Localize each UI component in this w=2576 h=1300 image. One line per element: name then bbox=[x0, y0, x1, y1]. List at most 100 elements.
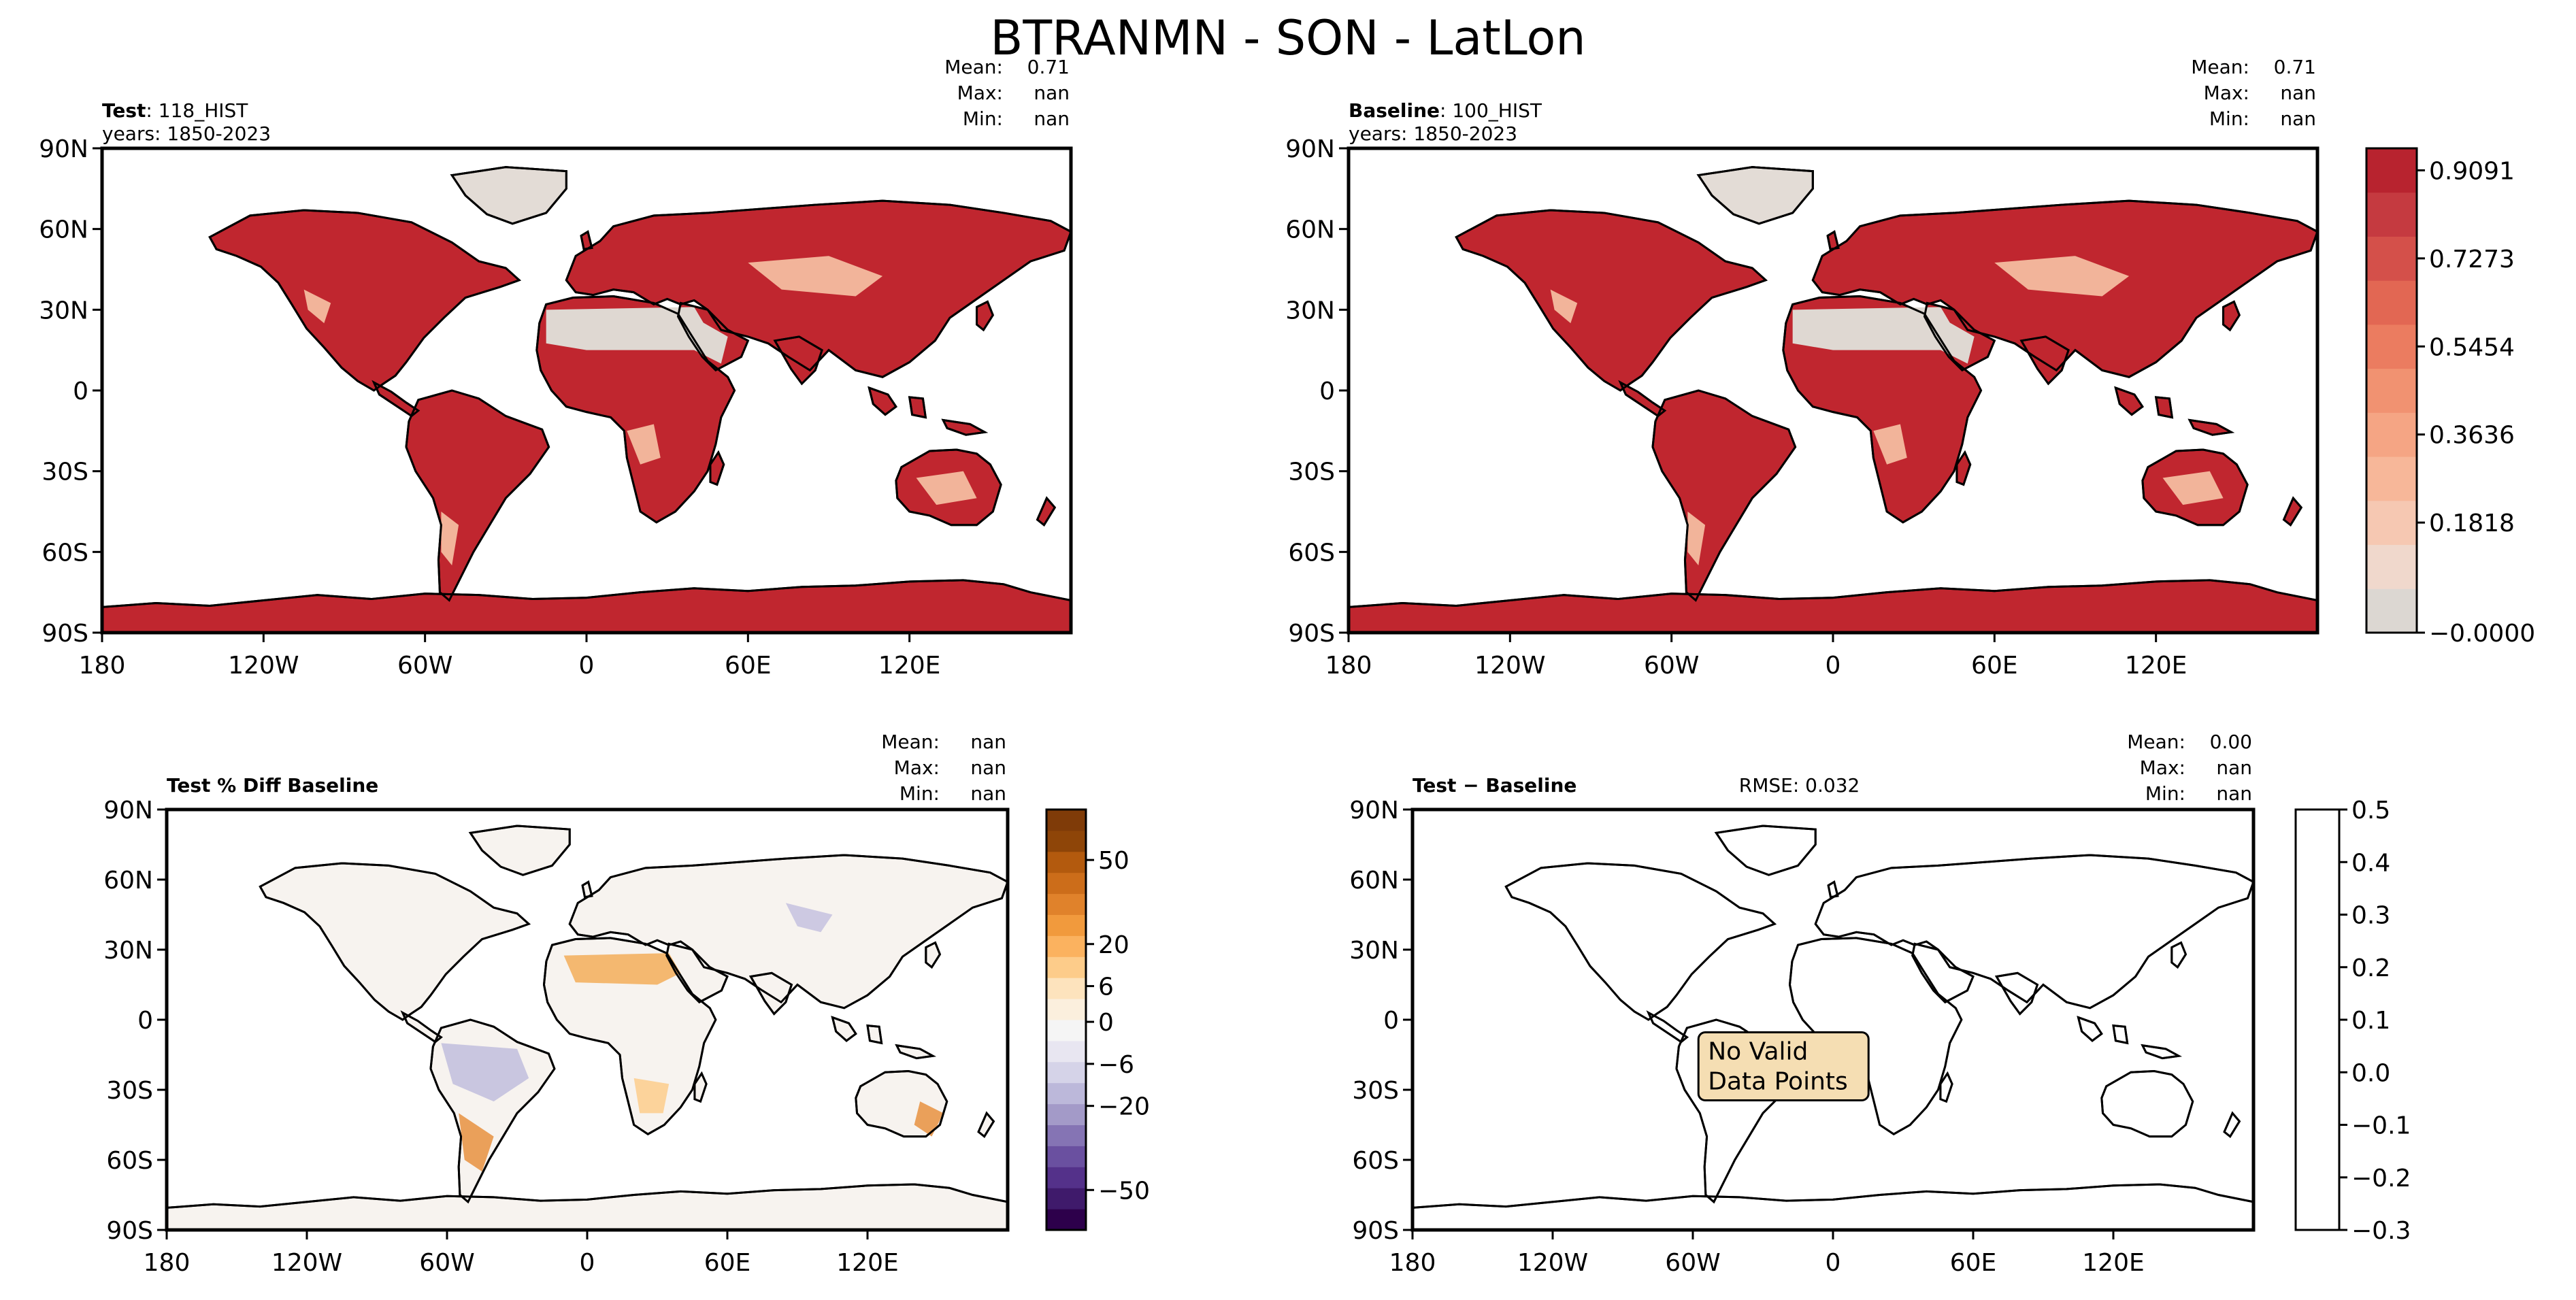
x-tick-label: 60W bbox=[1644, 652, 1699, 680]
stat-label: Mean: bbox=[944, 56, 1003, 78]
y-tick-label: 90S bbox=[1352, 1217, 1399, 1245]
colorbar-tick-label: 0.1818 bbox=[2429, 510, 2515, 537]
x-tick-label: 120W bbox=[1474, 652, 1545, 680]
dry-region bbox=[1550, 289, 1578, 324]
colorbar-segment bbox=[1046, 1040, 1086, 1063]
panel-title: Test: 118_HIST bbox=[102, 99, 248, 122]
x-tick-label: 60E bbox=[704, 1249, 751, 1277]
panel-test: 180 120W 60W 0 60E 120E 90N 60N 30N 0 30S 60S 90S Tes… bbox=[39, 56, 1073, 680]
colorbar-segment bbox=[1046, 999, 1086, 1020]
x-tick-label: 0 bbox=[580, 1249, 595, 1277]
y-tick-label: 60S bbox=[1288, 539, 1335, 567]
dry-region bbox=[916, 471, 977, 505]
colorbar-segment bbox=[1046, 1020, 1086, 1041]
y-tick-label: 60S bbox=[1352, 1147, 1399, 1175]
x-tick-label: 120E bbox=[2125, 652, 2187, 680]
x-tick-label: 180 bbox=[1389, 1249, 1436, 1277]
colorbar-main: 0.9091 0.7273 0.5454 0.3636 0.1818 −0.0000 bbox=[2365, 147, 2535, 648]
colorbar-segment bbox=[2366, 324, 2417, 369]
no-data-box bbox=[1697, 1031, 1870, 1102]
no-data-text: Data Points bbox=[1708, 1068, 1848, 1096]
map-area bbox=[1413, 810, 2254, 1231]
x-tick-label: 60E bbox=[1950, 1249, 1997, 1277]
stat-label: Max: bbox=[894, 756, 940, 779]
y-tick-label: 90S bbox=[1288, 620, 1335, 648]
x-tick-label: 60W bbox=[419, 1249, 474, 1277]
colorbar-tick-label: 0.3 bbox=[2351, 902, 2390, 930]
dry-region bbox=[1873, 424, 1907, 465]
colorbar-segment bbox=[1046, 893, 1086, 915]
dry-region bbox=[546, 307, 708, 350]
panel-pct-diff: 180 120W 60W 0 60E 120E 90N 60N 30N 0 30S 60S 90S Tes… bbox=[103, 731, 1010, 1277]
x-tick-label: 180 bbox=[144, 1249, 191, 1277]
colorbar-segment bbox=[2366, 544, 2417, 589]
x-tick-label: 60E bbox=[1971, 652, 2018, 680]
colorbar-segment bbox=[2366, 280, 2417, 325]
colorbar-tick-label: 50 bbox=[1098, 847, 1129, 875]
colorbar-tick-label: −0.0000 bbox=[2429, 620, 2535, 648]
x-tick-label: 120W bbox=[1517, 1249, 1588, 1277]
x-tick-label: 0 bbox=[1826, 652, 1841, 680]
colorbar-segment bbox=[1046, 935, 1086, 957]
y-tick-label: 60N bbox=[103, 867, 153, 895]
colorbar-segment bbox=[1046, 830, 1086, 852]
colorbar-tick-label: −0.1 bbox=[2351, 1112, 2411, 1140]
y-tick-label: 0 bbox=[137, 1007, 153, 1035]
colorbar-segment bbox=[1046, 851, 1086, 873]
diff-patch bbox=[633, 1078, 670, 1114]
colorbar-segment bbox=[1046, 956, 1086, 978]
y-tick-label: 60N bbox=[1285, 216, 1335, 244]
colorbar-tick-label: −0.3 bbox=[2351, 1217, 2411, 1245]
colorbar-tick-label: −0.2 bbox=[2351, 1165, 2411, 1193]
y-tick-label: 0 bbox=[1383, 1007, 1399, 1035]
y-tick-label: 30N bbox=[103, 937, 153, 965]
map-area bbox=[167, 810, 1008, 1231]
stat-value: nan bbox=[1034, 82, 1070, 104]
colorbar-tick-label: −50 bbox=[1098, 1177, 1150, 1205]
y-tick-label: 30N bbox=[1349, 937, 1399, 965]
colorbar-tick-label: 20 bbox=[1098, 931, 1129, 959]
colorbar-tick-label: 0.2 bbox=[2351, 954, 2390, 982]
stat-label: Mean: bbox=[2191, 56, 2249, 78]
diff-patch bbox=[459, 1113, 494, 1172]
dry-region bbox=[303, 289, 331, 324]
y-tick-label: 30N bbox=[1285, 297, 1335, 324]
stat-value: nan bbox=[2280, 82, 2316, 104]
colorbar-segment bbox=[1046, 1124, 1086, 1146]
dry-region bbox=[1994, 256, 2130, 297]
y-tick-label: 30S bbox=[106, 1077, 153, 1105]
colorbar-frame bbox=[2365, 147, 2418, 634]
colorbar-segment bbox=[1046, 1103, 1086, 1125]
dry-region bbox=[680, 310, 728, 364]
panel-baseline: 180 120W 60W 0 60E 120E 90N 60N 30N 0 30S 60S 90S Bas… bbox=[1285, 56, 2319, 680]
colorbar-segment bbox=[1046, 872, 1086, 895]
stat-value: 0.71 bbox=[1027, 56, 1070, 78]
x-tick-label: 60E bbox=[725, 652, 772, 680]
colorbar-segment bbox=[2366, 236, 2417, 281]
dry-region bbox=[627, 424, 661, 465]
x-tick-label: 180 bbox=[1325, 652, 1372, 680]
dry-region bbox=[2162, 471, 2224, 505]
y-tick-label: 90N bbox=[1349, 797, 1399, 824]
y-tick-label: 90N bbox=[103, 797, 153, 824]
colorbar-tick-label: 0 bbox=[1098, 1009, 1114, 1037]
stat-value: nan bbox=[2216, 782, 2252, 805]
colorbar-diff: 0.5 0.4 0.3 0.2 0.1 0.0 −0.1 −0.2 −0.3 bbox=[2294, 797, 2411, 1245]
colorbar-tick-label: 0.9091 bbox=[2429, 157, 2515, 185]
figure-title: BTRANMN - SON - LatLon bbox=[990, 10, 1585, 66]
y-tick-label: 30N bbox=[39, 297, 88, 324]
colorbar-segment bbox=[1046, 1082, 1086, 1105]
dry-region bbox=[1792, 307, 1954, 350]
dry-region bbox=[441, 512, 459, 566]
colorbar-frame bbox=[1045, 808, 1087, 1231]
stat-value: nan bbox=[970, 756, 1006, 779]
stat-value: nan bbox=[970, 782, 1006, 805]
diff-patch bbox=[563, 953, 681, 985]
stat-label: Min: bbox=[963, 107, 1003, 130]
stat-value: 0.00 bbox=[2210, 731, 2252, 753]
ocean-background bbox=[1413, 810, 2253, 1230]
stat-value: 0.71 bbox=[2274, 56, 2316, 78]
colorbar-segment bbox=[2366, 456, 2417, 501]
colorbar-tick-label: 0.4 bbox=[2351, 849, 2390, 877]
x-tick-label: 120W bbox=[228, 652, 299, 680]
